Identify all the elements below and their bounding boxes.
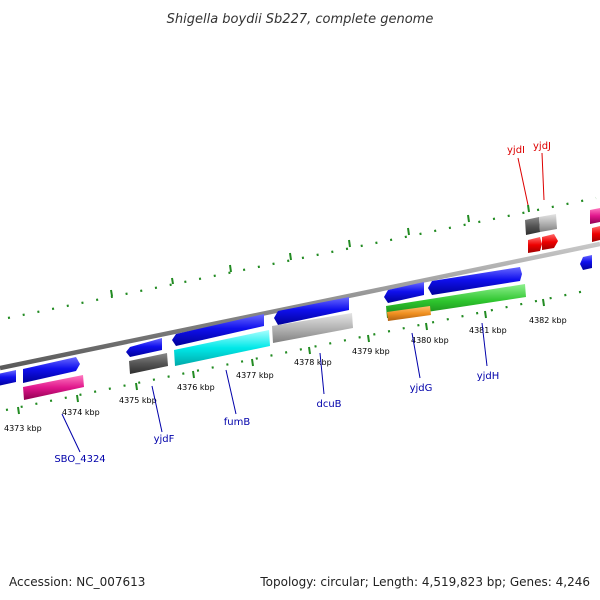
backbone-line — [0, 241, 600, 371]
leader-line — [541, 152, 545, 201]
leader-line — [151, 385, 163, 433]
kbp-label: 4382 kbp — [529, 316, 567, 325]
cds-feature[interactable] — [580, 255, 592, 270]
feature-block[interactable] — [542, 234, 558, 250]
cds-feature[interactable] — [23, 357, 80, 383]
feature-block[interactable] — [387, 306, 431, 321]
gene-label[interactable]: yjdF — [154, 434, 175, 445]
tick-mark-major — [467, 214, 470, 223]
feature-block[interactable] — [23, 375, 84, 400]
tick-mark-major — [17, 406, 20, 415]
gene-label[interactable]: fumB — [224, 417, 251, 428]
leader-line — [411, 332, 421, 379]
tick-mark-major — [367, 334, 370, 343]
feature-block[interactable] — [174, 330, 270, 366]
genome-stats-text: Topology: circular; Length: 4,519,823 bp… — [259, 575, 590, 589]
gene-label[interactable]: yjdH — [477, 371, 500, 382]
tick-mark-major — [348, 239, 351, 248]
cds-feature[interactable] — [126, 338, 162, 357]
map-title: Shigella boydii Sb227, complete genome — [167, 12, 434, 27]
leader-line — [319, 352, 325, 395]
kbp-label: 4380 kbp — [411, 336, 449, 345]
tick-mark-major — [192, 370, 195, 379]
kbp-label: 4375 kbp — [119, 396, 157, 405]
feature-block[interactable] — [525, 217, 540, 235]
accession-text: Accession: NC_007613 — [9, 575, 145, 589]
feature-blocks-track — [23, 208, 600, 400]
cds-feature[interactable] — [172, 314, 264, 346]
inner-tick-track — [5, 288, 591, 415]
kbp-label: 4379 kbp — [352, 347, 390, 356]
feature-block[interactable] — [539, 214, 557, 232]
gene-label[interactable]: dcuB — [316, 399, 341, 410]
forward-cds-track — [0, 255, 592, 386]
cds-feature[interactable] — [0, 370, 16, 386]
leader-line — [225, 369, 237, 415]
tick-mark — [7, 196, 597, 320]
kbp-label: 4377 kbp — [236, 371, 274, 380]
kbp-label: 4373 kbp — [4, 424, 42, 433]
feature-block[interactable] — [590, 208, 600, 224]
kbp-label: 4378 kbp — [294, 358, 332, 367]
tick-mark-major — [425, 322, 428, 331]
kbp-label: 4381 kbp — [469, 326, 507, 335]
kbp-label: 4376 kbp — [177, 383, 215, 392]
tick-mark-major — [407, 227, 410, 236]
cds-feature[interactable] — [274, 297, 349, 325]
tick-mark-major — [289, 252, 292, 261]
gene-labels: SBO_4324 yjdF fumB dcuB yjdG yjdH yjdI y… — [54, 141, 551, 465]
feature-block[interactable] — [272, 313, 353, 343]
tick-mark-major — [171, 277, 174, 285]
gene-label[interactable]: yjdG — [410, 383, 433, 394]
leader-line — [481, 322, 488, 367]
feature-block[interactable] — [592, 226, 600, 242]
tick-mark — [5, 288, 591, 412]
tick-mark-major — [135, 382, 138, 391]
kbp-labels: 4373 kbp 4374 kbp 4375 kbp 4376 kbp 4377… — [4, 316, 567, 433]
feature-block[interactable] — [129, 353, 168, 374]
feature-block[interactable] — [528, 237, 542, 253]
gene-label[interactable]: SBO_4324 — [54, 454, 105, 465]
leader-line — [61, 413, 81, 453]
gene-label[interactable]: yjdJ — [533, 141, 551, 152]
gene-label[interactable]: yjdI — [507, 145, 525, 156]
leader-line — [517, 157, 529, 206]
kbp-label: 4374 kbp — [62, 408, 100, 417]
tick-mark-major — [251, 358, 254, 367]
outer-tick-track — [7, 196, 597, 320]
tick-mark-major — [527, 204, 530, 213]
tick-mark-major — [76, 394, 79, 403]
tick-mark-major — [229, 264, 232, 273]
tick-mark-major — [110, 289, 113, 297]
cds-feature[interactable] — [428, 267, 522, 295]
tick-mark-major — [542, 298, 545, 307]
tick-mark-major — [484, 310, 487, 319]
gene-leader-lines — [61, 152, 545, 453]
tick-mark-major — [308, 346, 311, 355]
cds-feature[interactable] — [384, 282, 424, 303]
genome-backbone — [0, 241, 600, 371]
